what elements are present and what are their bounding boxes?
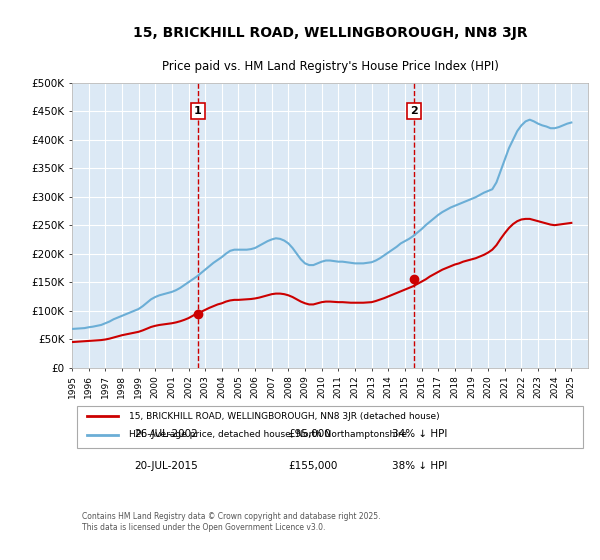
Text: £155,000: £155,000 [289,461,338,472]
FancyBboxPatch shape [77,406,583,448]
Text: 2: 2 [0,559,1,560]
Text: 26-JUL-2002: 26-JUL-2002 [134,428,197,438]
Text: 38% ↓ HPI: 38% ↓ HPI [392,461,447,472]
Text: 20-JUL-2015: 20-JUL-2015 [134,461,197,472]
Text: Contains HM Land Registry data © Crown copyright and database right 2025.
This d: Contains HM Land Registry data © Crown c… [82,512,381,532]
Text: Price paid vs. HM Land Registry's House Price Index (HPI): Price paid vs. HM Land Registry's House … [161,60,499,73]
Text: 2: 2 [410,106,418,116]
Text: 1: 1 [194,106,202,116]
Text: 34% ↓ HPI: 34% ↓ HPI [392,428,447,438]
Text: 15, BRICKHILL ROAD, WELLINGBOROUGH, NN8 3JR (detached house): 15, BRICKHILL ROAD, WELLINGBOROUGH, NN8 … [129,412,439,421]
Text: 1: 1 [0,559,1,560]
Text: £95,000: £95,000 [289,428,331,438]
Text: 15, BRICKHILL ROAD, WELLINGBOROUGH, NN8 3JR: 15, BRICKHILL ROAD, WELLINGBOROUGH, NN8 … [133,26,527,40]
Text: HPI: Average price, detached house, North Northamptonshire: HPI: Average price, detached house, Nort… [129,430,407,440]
